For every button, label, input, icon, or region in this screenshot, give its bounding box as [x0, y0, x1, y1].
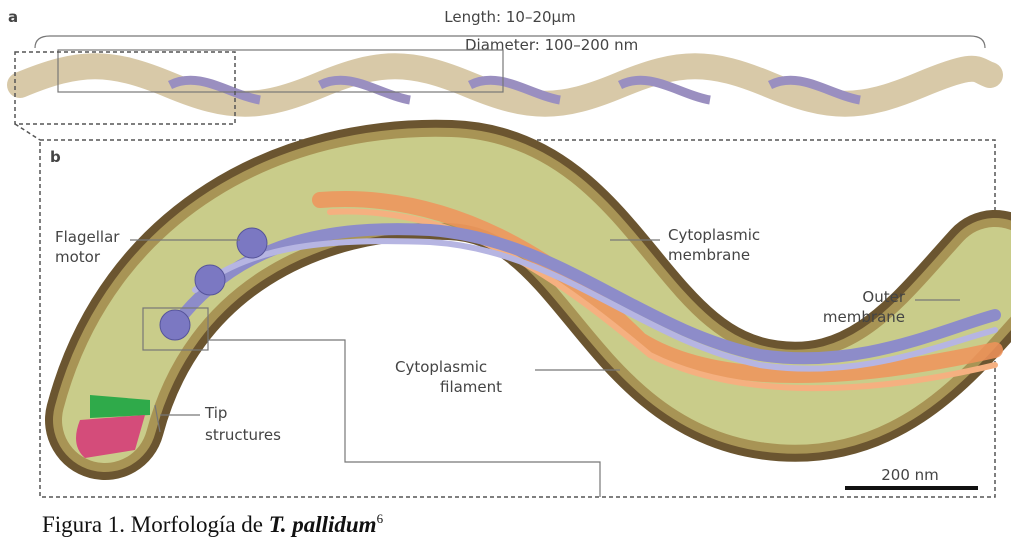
label: membrane	[668, 246, 750, 264]
figure: a Length: 10–20μm Diameter: 100–200 nm b…	[0, 0, 1011, 550]
diameter-label: Diameter: 100–200 nm	[465, 36, 638, 54]
label: Outer	[862, 288, 905, 306]
label: Cytoplasmic	[395, 358, 487, 376]
label: Tip	[204, 404, 227, 422]
label: filament	[440, 378, 502, 396]
caption-text: Figura 1. Morfología de	[42, 512, 269, 537]
caption-species: T. pallidum	[269, 512, 377, 537]
panel-letter: b	[50, 148, 61, 166]
caption-reference: 6	[377, 511, 384, 526]
caption: Figura 1. Morfología de T. pallidum6	[42, 511, 384, 537]
scale-bar-label: 200 nm	[881, 466, 939, 484]
label: motor	[55, 248, 101, 266]
label: structures	[205, 426, 281, 444]
length-label: Length: 10–20μm	[444, 8, 575, 26]
label: Cytoplasmic	[668, 226, 760, 244]
panel-letter: a	[8, 8, 18, 26]
label: membrane	[823, 308, 905, 326]
label: Flagellar	[55, 228, 120, 246]
zoom-line	[15, 124, 40, 140]
